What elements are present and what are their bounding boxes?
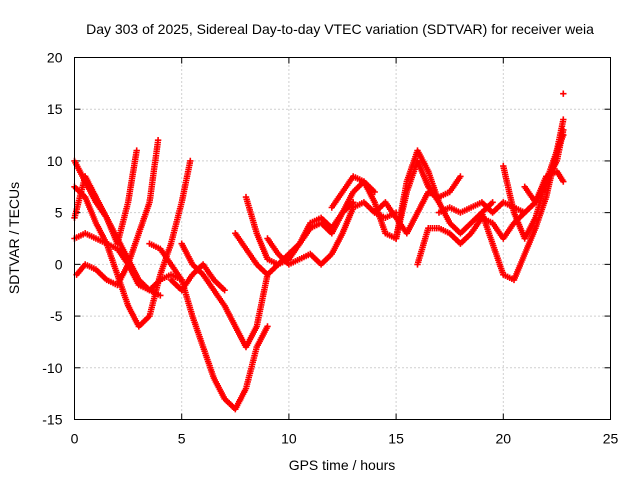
data-points-track-20 xyxy=(560,90,567,97)
chart-title: Day 303 of 2025, Sidereal Day-to-day VTE… xyxy=(86,21,594,37)
y-tick-label: -5 xyxy=(50,308,63,324)
y-tick-label: 15 xyxy=(47,101,63,117)
plot-frame xyxy=(74,57,611,420)
x-tick-label: 20 xyxy=(496,431,512,447)
y-tick-label: 0 xyxy=(55,256,63,272)
data-series xyxy=(71,90,567,413)
x-tick-label: 10 xyxy=(281,431,297,447)
y-tick-label: 5 xyxy=(55,205,63,221)
series-track-19 xyxy=(521,168,567,206)
y-tick-label: 20 xyxy=(47,50,63,66)
data-points-track-15 xyxy=(414,209,528,268)
data-points-track-7 xyxy=(178,240,271,351)
x-axis-label: GPS time / hours xyxy=(289,457,396,473)
data-points-track-5 xyxy=(73,137,162,289)
y-tick-label: -10 xyxy=(42,360,62,376)
series-track-15 xyxy=(414,209,528,268)
y-tick-label: -15 xyxy=(42,412,62,428)
series-track-5 xyxy=(73,137,162,289)
y-tick-labels: -15 -10 -5 0 5 10 15 20 xyxy=(42,50,62,428)
data-points-track-8 xyxy=(167,261,228,294)
x-tick-label: 0 xyxy=(71,431,79,447)
data-points-track-10 xyxy=(232,199,357,278)
series-track-8 xyxy=(167,261,228,294)
x-tick-label: 5 xyxy=(178,431,186,447)
x-tick-labels: 0 5 10 15 20 25 xyxy=(71,431,619,447)
series-track-7 xyxy=(178,240,271,351)
series-track-20 xyxy=(560,90,567,97)
y-axis-label: SDTVAR / TECUs xyxy=(6,182,22,294)
x-tick-label: 15 xyxy=(388,431,404,447)
data-points-track-19 xyxy=(521,168,567,206)
series-track-10 xyxy=(232,199,357,278)
x-tick-label: 25 xyxy=(603,431,619,447)
y-tick-label: 10 xyxy=(47,153,63,169)
